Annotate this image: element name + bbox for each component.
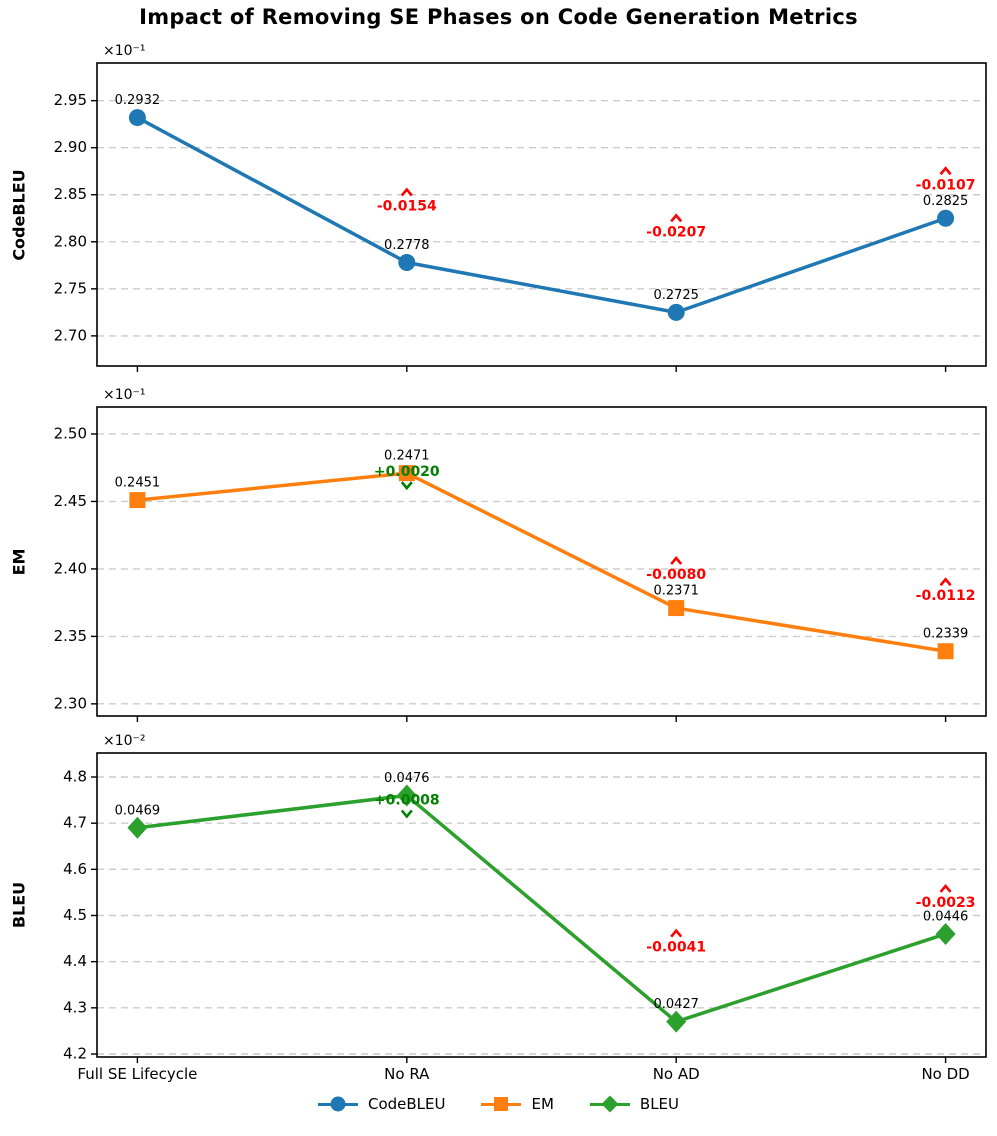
data-point [937, 643, 954, 660]
legend-label-codebleu: CodeBLEU [367, 1095, 446, 1113]
delta-annotation: +0.0008 [374, 792, 440, 808]
subplot-em: 2.30 2.35 2.40 2.45 2.50 ×10⁻¹ 0.2451 0.2471 0.2… [54, 387, 987, 722]
point-value-label: 0.0476 [384, 771, 430, 786]
point-value-label: 0.0446 [923, 909, 969, 924]
caret-up-icon [939, 577, 952, 587]
point-value-label: 0.2371 [653, 584, 699, 599]
point-value-label: 0.0427 [653, 997, 699, 1012]
delta-annotation: -0.0207 [646, 224, 706, 240]
y-tick-label: 2.80 [54, 232, 87, 250]
chart-title: Impact of Removing SE Phases on Code Gen… [139, 5, 858, 29]
bleu-marker-icon [589, 1094, 630, 1114]
data-point [666, 1010, 687, 1033]
axis-offset-text: ×10⁻² [103, 733, 146, 749]
delta-annotation: -0.0080 [646, 567, 706, 583]
y-tick-label: 2.95 [54, 91, 87, 109]
point-value-label: 0.2451 [115, 476, 161, 491]
delta-annotation: +0.0020 [374, 464, 440, 480]
point-value-label: 0.2339 [923, 627, 969, 642]
axes-frame [96, 62, 987, 367]
y-tick-label: 2.35 [54, 627, 87, 645]
subplot-codebleu: 2.70 2.75 2.80 2.85 2.90 2.95 ×10⁻¹ 0.2932 0.277… [54, 43, 987, 372]
caret-up-icon [670, 928, 683, 938]
legend-label-em: EM [531, 1095, 554, 1113]
data-point [127, 816, 148, 839]
x-tick-label: No DD [921, 1065, 969, 1083]
delta-annotation: -0.0154 [377, 198, 437, 214]
data-point [667, 303, 685, 321]
y-tick-label: 4.8 [63, 768, 87, 786]
data-point [937, 209, 955, 227]
caret-up-icon [400, 187, 413, 197]
point-value-label: 0.2725 [653, 288, 699, 303]
point-value-label: 0.2778 [384, 238, 430, 253]
bleu-line [137, 793, 947, 1024]
data-point [935, 922, 956, 945]
y-tick-label: 2.85 [54, 185, 87, 203]
axis-offset-text: ×10⁻¹ [103, 387, 146, 403]
data-point [128, 109, 146, 127]
caret-up-icon [670, 213, 683, 223]
x-tick-label: No RA [384, 1065, 430, 1083]
y-tick-label: 4.5 [63, 906, 87, 924]
x-tick-label: No AD [653, 1065, 700, 1083]
em-line [137, 471, 946, 653]
y-tick-label: 2.70 [54, 326, 87, 344]
caret-down-icon [400, 481, 413, 491]
legend: CodeBLEU EM BLEU [0, 1094, 997, 1114]
em-marker-icon [481, 1094, 522, 1114]
caret-up-icon [939, 166, 952, 176]
caret-up-icon [939, 883, 952, 893]
y-tick-label: 4.2 [63, 1044, 87, 1062]
data-point [129, 492, 146, 509]
caret-up-icon [670, 556, 683, 565]
axes-frame [96, 752, 987, 1058]
legend-item-codebleu: CodeBLEU [317, 1094, 446, 1114]
legend-item-bleu: BLEU [589, 1094, 680, 1114]
codebleu-marker-icon [317, 1094, 358, 1114]
point-value-label: 0.2825 [923, 194, 969, 209]
axes-frame [96, 406, 987, 717]
y-tick-label: 4.6 [63, 860, 87, 878]
y-tick-label: 4.3 [63, 998, 87, 1016]
y-tick-label: 2.90 [54, 138, 87, 156]
codebleu-line [136, 116, 947, 315]
y-tick-label: 2.30 [54, 694, 87, 712]
delta-annotation: -0.0023 [916, 895, 976, 911]
delta-annotation: -0.0107 [916, 177, 976, 193]
point-value-label: 0.2471 [384, 449, 430, 464]
y-tick-label: 2.45 [54, 492, 87, 510]
y-tick-label: 2.50 [54, 424, 87, 442]
subplot-bleu: 4.2 4.3 4.4 4.5 4.6 4.7 4.8 ×10⁻² Full SE Lifecy… [63, 733, 987, 1083]
legend-label-bleu: BLEU [639, 1095, 680, 1113]
y-tick-label: 2.40 [54, 559, 87, 577]
y-tick-label: 4.7 [63, 814, 87, 832]
data-point [398, 253, 416, 271]
data-point [668, 600, 685, 617]
delta-annotation: -0.0112 [916, 588, 976, 604]
data-point [396, 784, 417, 807]
axis-offset-text: ×10⁻¹ [103, 43, 146, 59]
delta-annotation: -0.0041 [646, 940, 706, 956]
caret-down-icon [400, 809, 413, 819]
y-tick-label: 4.4 [63, 952, 87, 970]
data-point [398, 465, 415, 482]
x-tick-label: Full SE Lifecycle [77, 1065, 197, 1083]
point-value-label: 0.2932 [115, 93, 161, 108]
legend-item-em: EM [481, 1094, 554, 1114]
point-value-label: 0.0469 [115, 803, 161, 818]
y-tick-label: 2.75 [54, 279, 87, 297]
